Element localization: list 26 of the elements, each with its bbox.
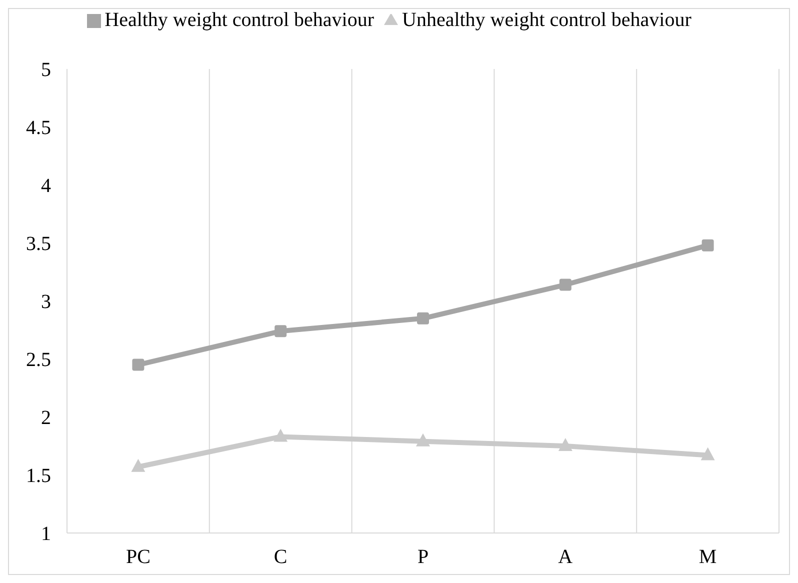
point	[274, 325, 287, 338]
y-tick-label: 4	[41, 175, 51, 198]
x-tick-label: C	[274, 546, 288, 568]
point	[702, 239, 714, 252]
point	[416, 433, 430, 446]
y-tick-label: 3.5	[26, 233, 51, 256]
y-tick-label: 2.5	[26, 349, 51, 372]
legend-label: Healthy weight control behaviour	[104, 9, 374, 31]
y-tick-label: 3	[41, 291, 51, 314]
point	[274, 428, 288, 442]
y-tick-label: 4.5	[26, 117, 51, 140]
y-tick-label: 2	[41, 407, 51, 430]
x-tick-label: P	[417, 546, 429, 568]
point	[131, 458, 146, 472]
x-tick-label: PC	[126, 546, 150, 568]
legend-label: Unhealthy weight control behaviour	[402, 9, 692, 31]
point	[132, 358, 144, 371]
x-tick-label: A	[558, 546, 574, 568]
x-tick-label: M	[698, 546, 717, 568]
y-tick-label: 1	[41, 523, 51, 546]
point	[558, 438, 572, 451]
point	[417, 312, 429, 324]
y-tick-label: 1.5	[26, 465, 51, 488]
y-tick-label: 5	[41, 59, 51, 82]
point	[559, 278, 572, 291]
point	[700, 447, 715, 460]
